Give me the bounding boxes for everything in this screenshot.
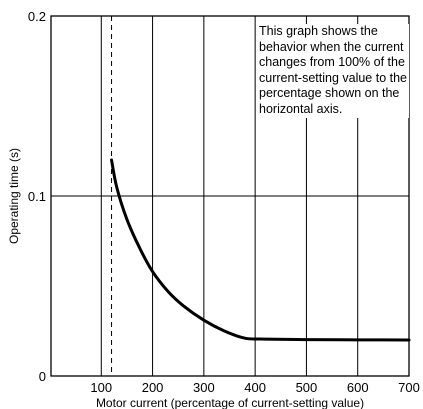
x-tick-label-500: 500: [296, 380, 318, 395]
x-tick-label-100: 100: [90, 380, 112, 395]
y-tick-label-0.2: 0.2: [28, 9, 46, 24]
x-tick-label-200: 200: [142, 380, 164, 395]
chart-annotation: This graph shows the behavior when the c…: [259, 24, 409, 118]
y-axis-title: Operating time (s): [7, 148, 21, 244]
x-axis-title: Motor current (percentage of current-set…: [96, 396, 364, 409]
x-tick-label-600: 600: [347, 380, 369, 395]
x-tick-label-700: 700: [398, 380, 420, 395]
x-tick-label-400: 400: [244, 380, 266, 395]
y-tick-label-0: 0: [39, 369, 46, 384]
series-line-0: [110, 158, 411, 342]
x-tick-label-300: 300: [193, 380, 215, 395]
plot-frame: [50, 15, 410, 377]
y-tick-label-0.1: 0.1: [28, 189, 46, 204]
